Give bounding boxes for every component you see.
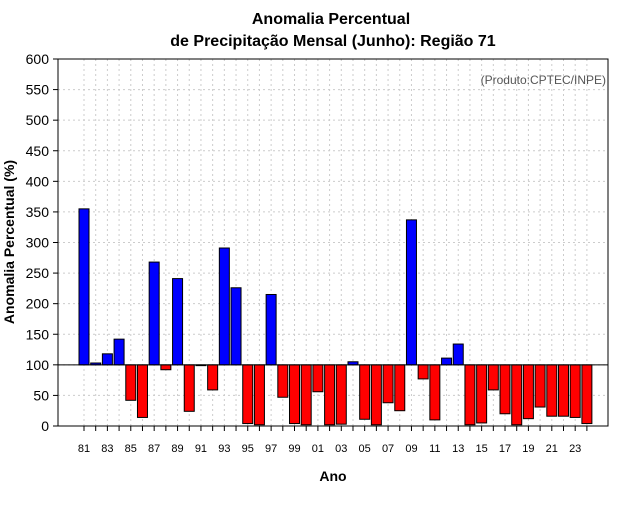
y-axis: 0 50 100 150 200 250 300 350 400 450 500 550 600 — [26, 51, 58, 434]
x-tick-label: 21 — [546, 443, 558, 455]
x-tick-label: 89 — [171, 443, 183, 455]
bar-86 — [136, 364, 148, 418]
y-tick-label: 0 — [41, 418, 49, 434]
y-tick-label: 300 — [26, 235, 50, 251]
chart-title-line1: Anomalia Percentual — [252, 11, 410, 28]
bars-layer — [78, 208, 593, 426]
x-tick-label: 93 — [218, 443, 230, 455]
y-tick-label: 200 — [26, 296, 50, 312]
y-tick-label: 600 — [26, 51, 50, 67]
bar-88 — [160, 364, 172, 371]
bar-07 — [382, 364, 394, 404]
y-tick-label: 100 — [26, 357, 50, 373]
bar-15 — [476, 364, 488, 424]
bar-84 — [113, 338, 125, 366]
x-tick-label: 95 — [242, 443, 254, 455]
bar-89 — [172, 278, 184, 366]
x-tick-label: 99 — [288, 443, 300, 455]
bar-09 — [405, 219, 417, 366]
bar-20 — [534, 364, 546, 408]
y-tick-label: 500 — [26, 112, 50, 128]
bar-05 — [359, 364, 371, 420]
bar-98 — [277, 364, 289, 398]
bar-10 — [417, 364, 429, 380]
bar-93 — [218, 247, 230, 366]
y-axis-label: Anomalia Percentual (%) — [1, 160, 17, 324]
x-tick-label: 23 — [569, 443, 581, 455]
chart-title-line2: de Precipitação Mensal (Junho): Região 7… — [170, 33, 496, 50]
bar-21 — [546, 364, 558, 417]
bar-92 — [207, 364, 219, 391]
y-tick-label: 150 — [26, 326, 50, 342]
x-tick-label: 01 — [312, 443, 324, 455]
bar-87 — [148, 261, 160, 366]
bar-00 — [300, 364, 312, 426]
bar-96 — [253, 364, 265, 426]
x-tick-label: 11 — [429, 443, 440, 455]
x-tick-label: 91 — [195, 443, 207, 455]
x-tick-label: 05 — [359, 443, 371, 455]
bar-81 — [78, 208, 90, 366]
bar-16 — [487, 364, 499, 391]
bar-19 — [522, 364, 534, 420]
bar-11 — [429, 364, 441, 421]
source-note: (Produto:CPTEC/INPE) — [481, 73, 606, 87]
bar-90 — [183, 364, 195, 412]
bar-08 — [394, 364, 406, 412]
bar-18 — [511, 364, 523, 426]
bar-12 — [441, 357, 453, 366]
bar-24 — [581, 364, 593, 425]
x-tick-label: 83 — [101, 443, 113, 455]
bar-06 — [370, 364, 382, 426]
x-tick-label: 17 — [499, 443, 511, 455]
x-tick-label: 07 — [382, 443, 394, 455]
y-tick-label: 450 — [26, 143, 50, 159]
y-tick-label: 250 — [26, 265, 50, 281]
bar-01 — [312, 364, 324, 393]
bar-85 — [125, 364, 137, 401]
bar-23 — [569, 364, 581, 418]
x-axis: 81 83 85 87 89 91 93 95 97 99 01 03 05 07 09 11 13 15 17 19… — [78, 426, 588, 455]
x-tick-label: 13 — [452, 443, 464, 455]
x-tick-label: 09 — [405, 443, 417, 455]
y-tick-label: 550 — [26, 82, 50, 98]
x-tick-label: 97 — [265, 443, 277, 455]
x-tick-label: 85 — [125, 443, 137, 455]
x-tick-label: 81 — [78, 443, 90, 455]
bar-99 — [289, 364, 301, 425]
x-tick-label: 87 — [148, 443, 160, 455]
y-tick-label: 350 — [26, 204, 50, 220]
bar-97 — [265, 293, 277, 366]
y-tick-label: 400 — [26, 173, 50, 189]
bar-13 — [452, 343, 464, 366]
bar-14 — [464, 364, 476, 426]
bar-22 — [557, 364, 569, 417]
bar-95 — [242, 364, 254, 425]
x-tick-label: 15 — [476, 443, 488, 455]
bar-03 — [335, 364, 347, 425]
bar-17 — [499, 364, 511, 415]
x-tick-label: 03 — [335, 443, 347, 455]
x-tick-label: 19 — [522, 443, 534, 455]
bar-83 — [101, 353, 113, 366]
y-tick-label: 50 — [33, 387, 49, 403]
bar-94 — [230, 287, 242, 366]
bar-02 — [324, 364, 336, 426]
x-axis-label: Ano — [319, 468, 346, 484]
